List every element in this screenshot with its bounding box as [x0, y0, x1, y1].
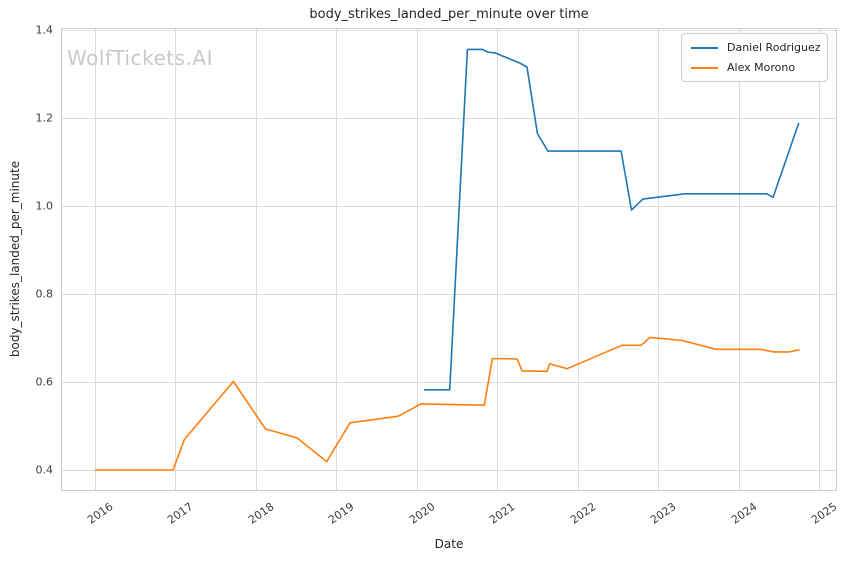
series-line-alex-morono	[95, 336, 800, 471]
legend-item-label: Daniel Rodriguez	[727, 41, 821, 54]
legend-item-alex-morono: Alex Morono	[691, 61, 818, 74]
y-tick-label-0.6: 0.6	[35, 375, 54, 389]
x-axis-label: Date	[434, 537, 464, 551]
y-axis-label: body_strikes_landed_per_minute	[8, 160, 22, 358]
y-tick-label-1.0: 1.0	[35, 199, 54, 213]
legend-item-daniel-rodriguez: Daniel Rodriguez	[691, 41, 821, 54]
y-tick-label-1.2: 1.2	[35, 111, 54, 125]
y-tick-label-0.4: 0.4	[35, 463, 54, 477]
series-line-daniel-rodriguez	[424, 48, 800, 391]
chart-title: body_strikes_landed_per_minute over time	[309, 7, 589, 22]
legend: Daniel Rodriguez Alex Morono	[681, 33, 828, 82]
y-tick-label-0.8: 0.8	[35, 287, 54, 301]
watermark: WolfTickets.AI	[67, 46, 213, 70]
legend-line-swatch-daniel-rodriguez	[691, 46, 718, 49]
legend-item-label: Alex Morono	[727, 61, 796, 74]
y-tick-label-1.4: 1.4	[35, 23, 54, 37]
plot-border	[61, 28, 837, 491]
legend-line-swatch-alex-morono	[691, 66, 718, 69]
